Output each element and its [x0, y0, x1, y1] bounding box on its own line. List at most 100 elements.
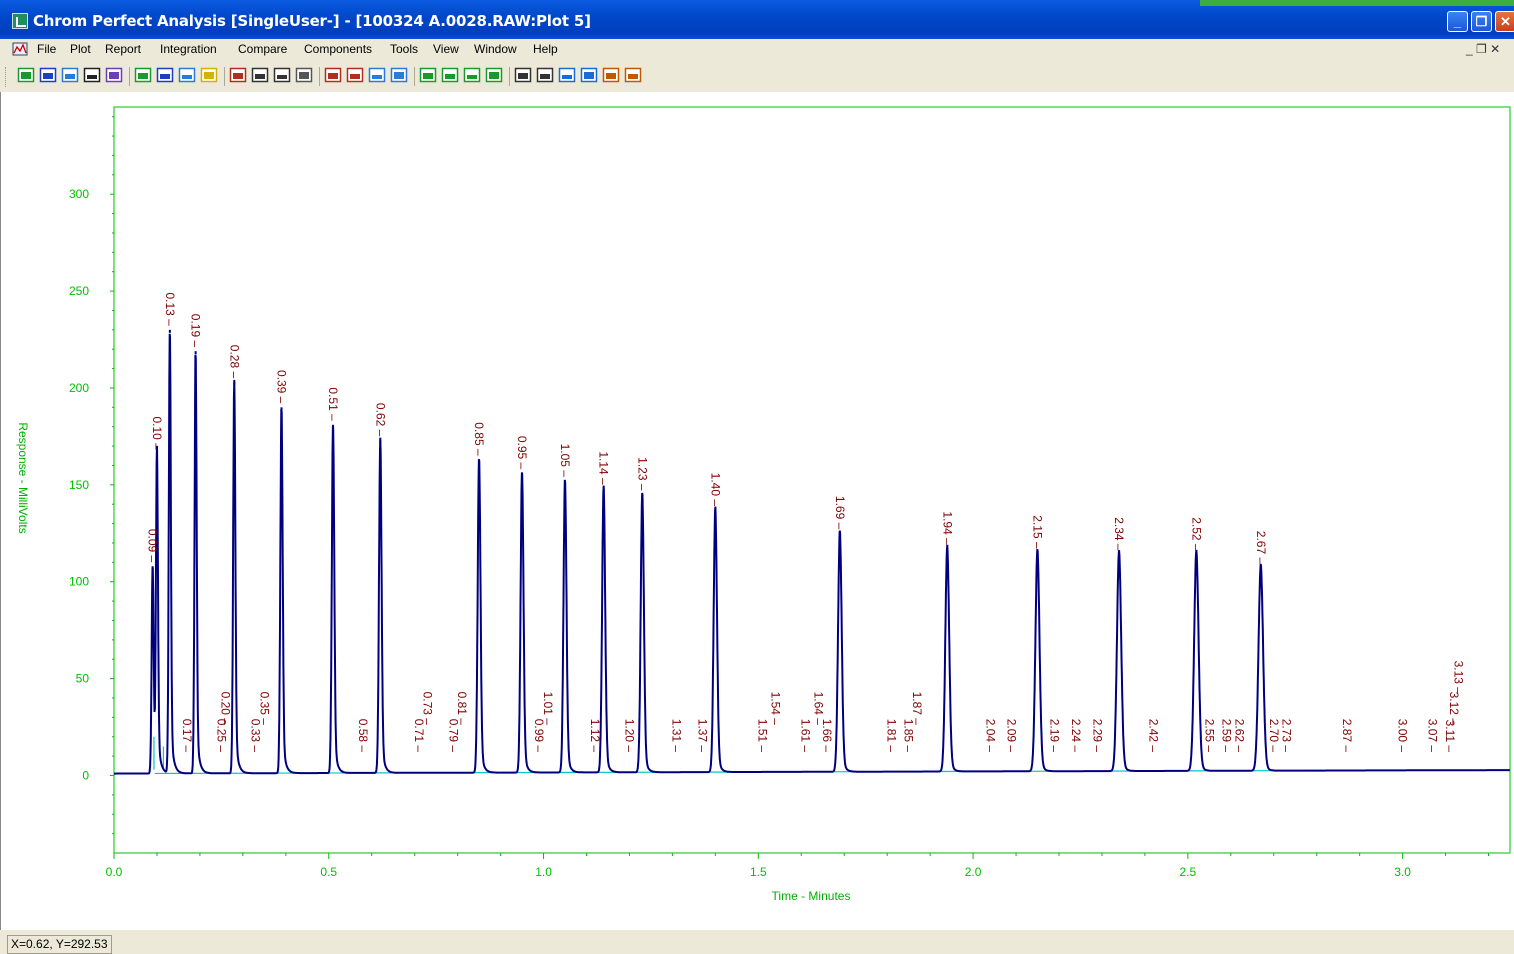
- y-tick-label: 250: [69, 284, 89, 298]
- print-icon[interactable]: [251, 66, 271, 86]
- x-tick-label: 1.0: [535, 865, 552, 879]
- menu-file[interactable]: File: [37, 42, 57, 56]
- peak-label: 0.35 –: [257, 692, 271, 726]
- paste-icon[interactable]: [295, 66, 315, 86]
- calibrate-icon[interactable]: [602, 66, 622, 86]
- expand-all-icon[interactable]: [463, 66, 483, 86]
- peak-label: 3.00 –: [1396, 719, 1410, 753]
- chromatogram-chart[interactable]: Response - MilliVolts Time - Minutes 300…: [1, 92, 1514, 930]
- compress-all-icon[interactable]: [485, 66, 505, 86]
- toolbar-separator: [509, 67, 510, 86]
- help-icon[interactable]: [624, 66, 644, 86]
- peak-label: 0.51 –: [326, 387, 340, 421]
- x-axis-label: Time - Minutes: [772, 889, 851, 903]
- peak-label: 2.70 –: [1267, 719, 1281, 753]
- y-tick-label: 200: [69, 381, 89, 395]
- peak-label: 1.69 –: [833, 496, 847, 530]
- print-preview-icon[interactable]: [273, 66, 293, 86]
- peak-label: 0.95 –: [515, 436, 529, 470]
- peak-label: 1.66 –: [820, 719, 834, 753]
- copy-icon[interactable]: [229, 66, 249, 86]
- peak-label: 1.64 –: [811, 692, 825, 726]
- peak-label: 1.87 –: [910, 692, 924, 726]
- plot-green-icon[interactable]: [134, 66, 154, 86]
- menu-components[interactable]: Components: [304, 42, 373, 56]
- compare-icon[interactable]: [105, 66, 125, 86]
- peak-up-icon[interactable]: [368, 66, 388, 86]
- toolbar: [0, 61, 1514, 93]
- zoom-icon[interactable]: [39, 66, 59, 86]
- baseline-icon[interactable]: [61, 66, 81, 86]
- peak-label: 1.14 –: [597, 451, 611, 485]
- scale-icon[interactable]: [178, 66, 198, 86]
- peak-label: 1.61 –: [799, 719, 813, 753]
- chromatogram-trace: [114, 333, 1510, 775]
- app-icon[interactable]: [12, 13, 28, 29]
- y-tick-label: 300: [69, 187, 89, 201]
- peak-label: 1.85 –: [902, 719, 916, 753]
- peak-label: 1.12 –: [588, 719, 602, 753]
- peak-label: 0.85 –: [472, 422, 486, 456]
- toolbar-grip[interactable]: [5, 67, 9, 87]
- menu-compare[interactable]: Compare: [238, 42, 288, 56]
- peak-label: 0.79 –: [446, 719, 460, 753]
- peak-label: 0.20 –: [219, 692, 233, 726]
- x-tick-label: 0.5: [320, 865, 337, 879]
- y-tick-label: 0: [82, 768, 89, 782]
- peak-label: 2.34 –: [1112, 517, 1126, 551]
- peak-label: 3.11 –: [1443, 720, 1457, 753]
- document-menu-icon[interactable]: [12, 42, 28, 56]
- table-icon[interactable]: [580, 66, 600, 86]
- expand-icon[interactable]: [419, 66, 439, 86]
- x-tick-label: 2.0: [965, 865, 982, 879]
- peak-label: 0.81 –: [455, 692, 469, 726]
- plot-icon[interactable]: [17, 66, 37, 86]
- peak-label: 0.10 –: [150, 416, 164, 450]
- peak-label: 0.19 –: [189, 314, 203, 348]
- clock-icon[interactable]: [536, 66, 556, 86]
- peak-label: 2.24 –: [1069, 719, 1083, 753]
- peak-down-icon[interactable]: [390, 66, 410, 86]
- toolbar-separator: [224, 67, 225, 86]
- label-icon[interactable]: [200, 66, 220, 86]
- close-button[interactable]: ✕: [1495, 11, 1514, 32]
- peak-label: 2.73 –: [1280, 719, 1294, 753]
- menu-report[interactable]: Report: [105, 42, 142, 56]
- y-axis-ticks: 300 250 200 150 100 50 0: [69, 116, 114, 835]
- peak-label: 3.07 –: [1426, 719, 1440, 753]
- peak-label: 1.94 –: [940, 511, 954, 545]
- window-title: Chrom Perfect Analysis [SingleUser-] - […: [33, 12, 591, 30]
- minimize-button[interactable]: _: [1447, 11, 1468, 32]
- peak-label: 0.58 –: [356, 719, 370, 753]
- peak-label: 3.12 –: [1447, 692, 1461, 726]
- menu-tools[interactable]: Tools: [390, 42, 419, 56]
- mdi-controls[interactable]: _ ❐ ✕: [1466, 42, 1501, 56]
- menu-integration[interactable]: Integration: [160, 42, 217, 56]
- shift-left-icon[interactable]: [324, 66, 344, 86]
- menu-help[interactable]: Help: [533, 42, 558, 56]
- y-tick-label: 100: [69, 575, 89, 589]
- peak-label: 0.39 –: [275, 370, 289, 404]
- report-icon[interactable]: [83, 66, 103, 86]
- compress-icon[interactable]: [441, 66, 461, 86]
- peak-label: 2.87 –: [1340, 719, 1354, 753]
- x-tick-label: 2.5: [1180, 865, 1197, 879]
- plot-window: Response - MilliVolts Time - Minutes 300…: [0, 92, 1514, 930]
- restore-button[interactable]: ❐: [1471, 11, 1492, 32]
- peak-label: 1.31 –: [670, 719, 684, 753]
- menu-window[interactable]: Window: [474, 42, 517, 56]
- trace: [114, 329, 1510, 775]
- x-axis-ticks: 0.0 0.5 1.0 1.5 2.0 2.5 3.0: [106, 853, 1490, 879]
- integrate-icon[interactable]: [514, 66, 534, 86]
- peak-label: 0.17 –: [180, 719, 194, 753]
- chart-icon[interactable]: [558, 66, 578, 86]
- zoom-blue-icon[interactable]: [156, 66, 176, 86]
- plot-frame: [113, 106, 1511, 854]
- shift-right-icon[interactable]: [346, 66, 366, 86]
- peak-label: 1.54 –: [768, 692, 782, 726]
- menu-plot[interactable]: Plot: [70, 42, 91, 56]
- menu-view[interactable]: View: [433, 42, 459, 56]
- peak-label: 2.67 –: [1254, 531, 1268, 565]
- peak-label: 0.25 –: [214, 719, 228, 753]
- peak-label: 2.09 –: [1005, 719, 1019, 753]
